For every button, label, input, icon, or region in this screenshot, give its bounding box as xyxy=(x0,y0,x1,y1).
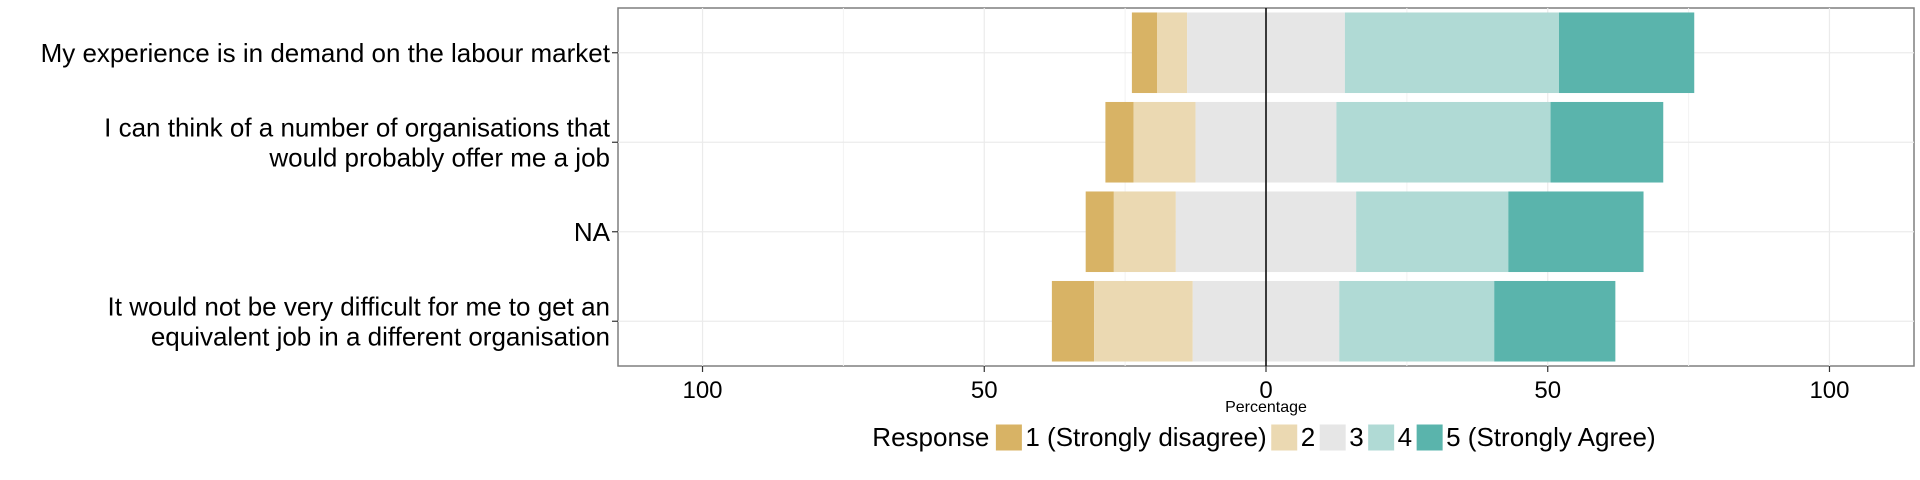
legend-label: 4 xyxy=(1398,422,1412,452)
x-tick-label: 100 xyxy=(682,377,722,404)
category-label: I can think of a number of organisations… xyxy=(104,112,611,142)
category-label: It would not be very difficult for me to… xyxy=(108,291,610,321)
legend-label: 2 xyxy=(1301,422,1315,452)
legend-key xyxy=(1415,423,1444,452)
bar-segment xyxy=(1356,191,1509,273)
bar-segment xyxy=(1344,12,1560,94)
legend-label: 1 (Strongly disagree) xyxy=(1025,422,1266,452)
legend-label: 5 (Strongly Agree) xyxy=(1446,422,1656,452)
legend-key xyxy=(994,423,1023,452)
x-tick-labels: 100 50 0 50 100 xyxy=(682,366,1850,404)
category-label: NA xyxy=(574,217,611,247)
bar-segment xyxy=(1494,280,1616,362)
bar-segment xyxy=(1559,12,1695,94)
x-tick-label: 0 xyxy=(1259,377,1272,404)
bar-segment xyxy=(1550,101,1664,183)
bar-segment xyxy=(1336,101,1551,183)
bar-segment xyxy=(1157,12,1188,94)
bar-segment xyxy=(1133,101,1196,183)
category-label: equivalent job in a different organisati… xyxy=(151,321,610,351)
x-axis-title: Percentage xyxy=(1225,399,1307,416)
bar-segment xyxy=(1339,280,1495,362)
legend-key xyxy=(1367,423,1396,452)
legend-key xyxy=(1318,423,1347,452)
category-label: would probably offer me a job xyxy=(268,142,610,172)
x-tick-label: 50 xyxy=(971,377,998,404)
category-labels: My experience is in demand on the labour… xyxy=(41,38,618,351)
legend: Response 1 (Strongly disagree) 2 3 4 5 (Stron… xyxy=(872,422,1655,452)
bar-segment xyxy=(1094,280,1193,362)
legend-label: 3 xyxy=(1349,422,1363,452)
bar-segment xyxy=(1131,12,1158,94)
bar-segment xyxy=(1508,191,1644,273)
bar-segment xyxy=(1085,191,1114,273)
bar-segment xyxy=(1105,101,1134,183)
bar-segment xyxy=(1051,280,1095,362)
legend-key xyxy=(1270,423,1299,452)
x-tick-label: 50 xyxy=(1534,377,1561,404)
category-label: My experience is in demand on the labour… xyxy=(41,38,611,68)
bar-segment xyxy=(1113,191,1176,273)
legend-title: Response xyxy=(872,422,989,452)
x-tick-label: 100 xyxy=(1809,377,1849,404)
